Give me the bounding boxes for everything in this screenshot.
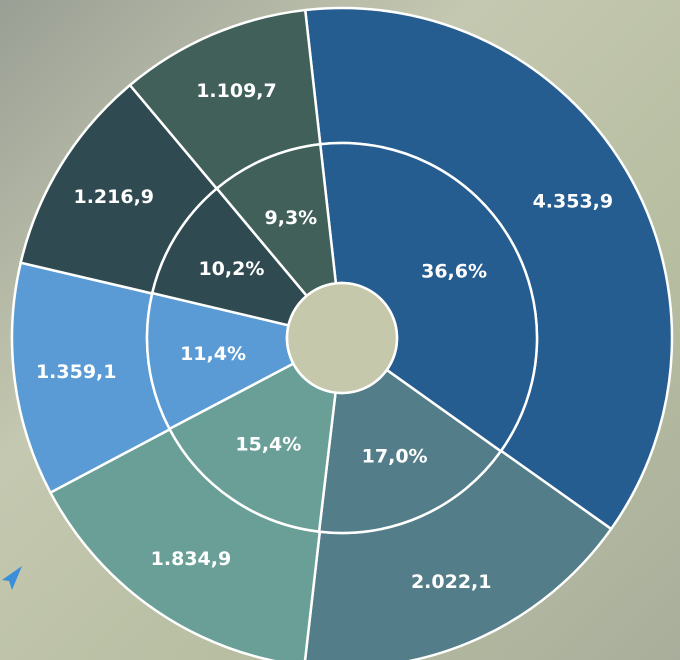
value-label: 1.109,7: [196, 80, 277, 102]
value-label: 10,2%: [198, 258, 264, 280]
value-label: 15,4%: [235, 434, 301, 456]
donut-hole: [285, 281, 399, 395]
value-label: 36,6%: [421, 261, 487, 283]
value-label: 11,4%: [180, 343, 246, 365]
value-label: 1.216,9: [73, 186, 154, 208]
value-label: 1.834,9: [151, 548, 232, 570]
arrow-icon: [2, 566, 22, 590]
value-label: 9,3%: [265, 207, 318, 229]
value-label: 17,0%: [362, 445, 428, 467]
value-label: 4.353,9: [533, 190, 614, 212]
labels: 4.353,9 2.022,1 1.834,9 1.359,1 1.216,9 1.109…: [36, 80, 613, 593]
value-label: 1.359,1: [36, 361, 117, 383]
value-label: 2.022,1: [411, 571, 492, 593]
donut: [10, 6, 674, 660]
